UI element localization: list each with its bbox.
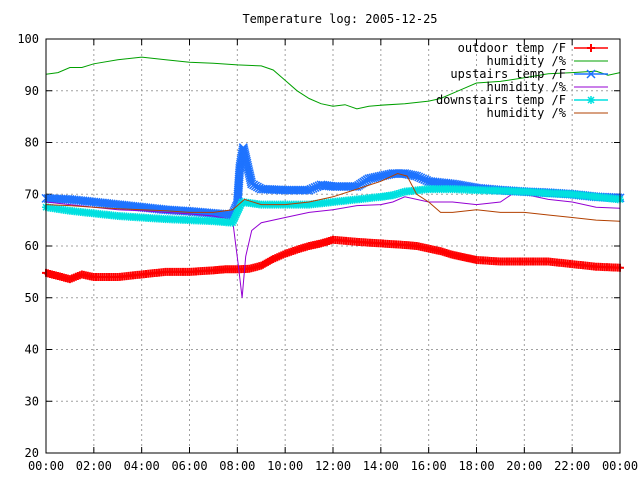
data-point — [587, 96, 595, 104]
x-tick-label: 18:00 — [458, 459, 494, 473]
y-tick-label: 50 — [25, 291, 39, 305]
x-tick-label: 12:00 — [315, 459, 351, 473]
y-tick-label: 60 — [25, 239, 39, 253]
data-series — [41, 56, 625, 298]
x-tick-label: 16:00 — [411, 459, 447, 473]
y-tick-label: 20 — [25, 446, 39, 460]
y-tick-label: 80 — [25, 136, 39, 150]
y-tick-label: 70 — [25, 187, 39, 201]
x-tick-label: 06:00 — [171, 459, 207, 473]
x-tick-label: 00:00 — [28, 459, 64, 473]
series-4 — [42, 185, 624, 227]
plot-frame — [45, 38, 621, 454]
series-5 — [45, 172, 621, 222]
x-tick-label: 04:00 — [124, 459, 160, 473]
series-line — [45, 56, 621, 110]
y-tick-label: 30 — [25, 394, 39, 408]
legend-label: humidity /% — [487, 80, 567, 94]
legend-label: downstairs temp /F — [436, 93, 566, 107]
x-tick-label: 00:00 — [602, 459, 638, 473]
x-axis-ticks: 00:00 02:00 04:00 06:00 08:00 10:00 12:00 14:00… — [28, 39, 638, 473]
x-tick-label: 08:00 — [219, 459, 255, 473]
legend-label: outdoor temp /F — [458, 41, 566, 55]
y-tick-label: 90 — [25, 84, 39, 98]
y-tick-label: 100 — [17, 32, 39, 46]
x-tick-label: 10:00 — [267, 459, 303, 473]
x-tick-label: 14:00 — [363, 459, 399, 473]
data-point — [587, 44, 595, 52]
chart-title: Temperature log: 2005-12-25 — [242, 12, 437, 26]
series-1 — [45, 56, 621, 110]
legend-label: upstairs temp /F — [450, 67, 566, 81]
x-tick-label: 02:00 — [76, 459, 112, 473]
x-tick-label: 20:00 — [506, 459, 542, 473]
legend-label: humidity /% — [487, 106, 567, 120]
data-point — [586, 69, 596, 79]
series-line — [45, 172, 621, 222]
grid-lines — [46, 39, 620, 453]
legend-label: humidity /% — [487, 54, 567, 68]
y-tick-label: 40 — [25, 343, 39, 357]
x-tick-label: 22:00 — [554, 459, 590, 473]
